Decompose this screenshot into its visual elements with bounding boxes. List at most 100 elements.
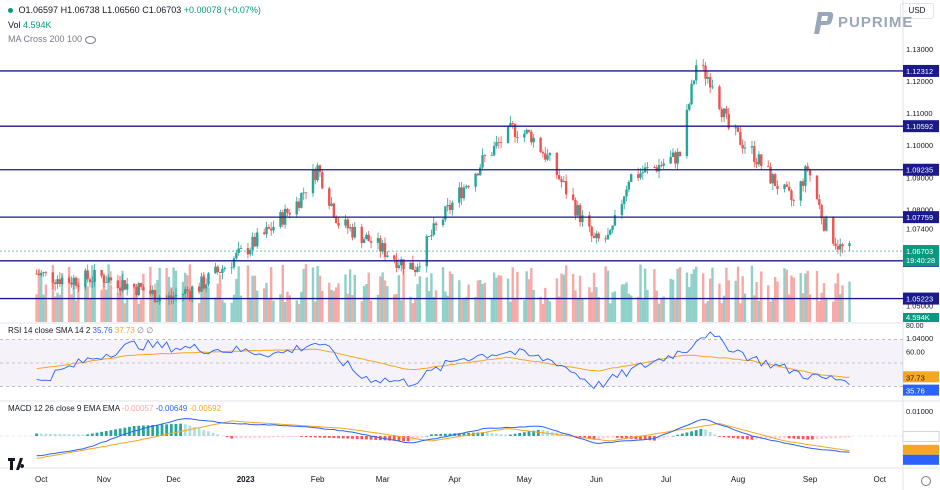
volume-bar [750, 265, 754, 322]
macd-histogram-bar [165, 424, 169, 436]
volume-bar [767, 285, 770, 322]
candle-body [107, 277, 110, 283]
macd-histogram-bar [713, 434, 717, 436]
candle-body [42, 272, 45, 274]
candle-body [588, 215, 591, 227]
volume-bar [432, 296, 435, 322]
settings-gear-icon[interactable] [921, 476, 931, 486]
candle-body [167, 295, 171, 299]
level-price-label: 1.07759 [906, 213, 933, 222]
volume-bar [337, 283, 340, 322]
macd-histogram-bar [722, 436, 726, 438]
volume-bar [256, 290, 259, 322]
candle-body [186, 289, 189, 292]
volume-bar [88, 298, 92, 322]
price-axis-tick-label: 1.10000 [906, 141, 933, 150]
macd-histogram-bar [676, 434, 680, 436]
candle-body [678, 151, 682, 157]
volume-bar [704, 303, 707, 322]
volume-bar [402, 269, 405, 322]
volume-bar [597, 297, 600, 322]
candle-body [265, 227, 268, 235]
candle-body [153, 289, 157, 303]
candle-body [77, 285, 80, 288]
volume-bar [467, 284, 470, 322]
volume-bar [671, 279, 675, 322]
volume-bar [609, 303, 612, 322]
volume-bar [848, 281, 851, 322]
macd-histogram-bar [611, 436, 615, 438]
candle-body [170, 295, 173, 299]
macd-histogram-bar [174, 423, 178, 436]
candle-body [839, 244, 842, 250]
candle-body [722, 108, 726, 118]
ma-cross-legend[interactable]: MA Cross 200 100 [8, 34, 97, 44]
macd-histogram-bar [750, 436, 754, 440]
volume-bar [834, 283, 837, 322]
candle-body [625, 189, 628, 197]
candle-body [815, 175, 819, 200]
candle-body [688, 104, 691, 110]
macd-histogram-bar [58, 434, 62, 436]
candle-body [620, 203, 624, 216]
volume-bar [555, 278, 559, 322]
candle-body [662, 163, 665, 166]
macd-histogram-bar [820, 436, 824, 439]
macd-histogram-bar [193, 427, 196, 436]
macd-histogram-bar [169, 424, 173, 436]
candle-body [706, 77, 710, 79]
macd-signal-tag [903, 444, 939, 455]
macd-histogram-bar [666, 436, 670, 438]
macd-label: MACD 12 26 close 9 EMA EMA [8, 404, 120, 413]
macd-histogram-bar [838, 436, 842, 438]
candle-body [344, 219, 347, 226]
volume-bar [701, 273, 705, 322]
macd-histogram-bar [434, 434, 438, 436]
time-axis-label: May [517, 475, 532, 484]
volume-bar [430, 273, 433, 322]
candle-body [479, 167, 482, 176]
macd-legend[interactable]: MACD 12 26 close 9 EMA EMA -0.00057 -0.0… [8, 404, 221, 413]
macd-histogram-bar [402, 436, 405, 442]
currency-selector[interactable]: USD [900, 3, 934, 19]
macd-legend-value: -0.00649 [155, 404, 188, 413]
ohlc-close: C1.06703 [142, 5, 182, 15]
rsi-legend[interactable]: RSI 14 close SMA 14 2 35.76 37.73 ∅ ∅ [8, 326, 153, 335]
volume-legend[interactable]: Vol 4.594K [8, 20, 52, 30]
candle-body [365, 234, 368, 240]
level-price-tag [903, 163, 939, 176]
volume-bar [281, 264, 284, 322]
candle-body [311, 169, 315, 194]
volume-bar [771, 297, 775, 322]
macd-histogram-bar [253, 436, 257, 438]
time-axis-label: Oct [35, 475, 48, 484]
hidden-eye-icon[interactable] [85, 35, 97, 44]
macd-histogram-bar [806, 436, 810, 440]
macd-histogram-bar [179, 423, 182, 436]
candle-body [418, 266, 422, 268]
volume-bar [462, 298, 466, 322]
candle-body [806, 166, 809, 170]
volume-bar [314, 301, 317, 322]
macd-histogram-bar [118, 428, 122, 436]
candle-body [825, 217, 828, 231]
volume-bar [434, 290, 438, 322]
macd-histogram-bar [309, 436, 313, 438]
macd-histogram-bar [694, 430, 698, 436]
volume-bar [235, 278, 238, 322]
macd-signal-legend-value: -0.00592 [189, 404, 222, 413]
volume-bar [223, 302, 226, 322]
macd-histogram-bar [109, 430, 113, 436]
volume-bar [72, 277, 75, 322]
macd-histogram-bar [355, 436, 359, 440]
last-price-label: 1.06703 [906, 247, 933, 256]
volume-bar [413, 299, 417, 322]
candle-body [523, 133, 526, 138]
candle-body [597, 233, 600, 239]
candle-body [530, 131, 533, 143]
candlesticks [35, 59, 851, 306]
macd-histogram-bar [578, 436, 582, 438]
volume-bar [755, 282, 758, 322]
candle-body [427, 236, 431, 237]
